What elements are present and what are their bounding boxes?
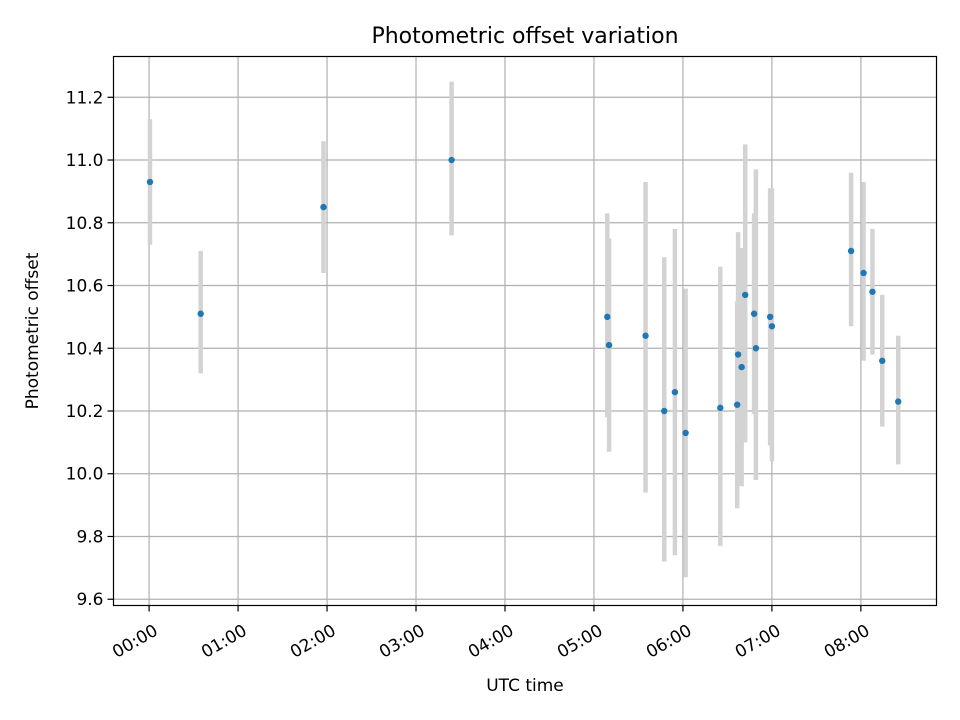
x-tick-label: 08:00 (821, 621, 873, 663)
y-tick-label: 11.0 (66, 151, 104, 171)
error-bars (147, 81, 901, 578)
x-axis-label: UTC time (486, 676, 564, 696)
data-point (895, 398, 902, 405)
data-point (738, 363, 745, 371)
y-tick-label: 10.2 (66, 402, 104, 422)
data-point (860, 269, 867, 277)
chart-title: Photometric offset variation (371, 24, 678, 49)
x-axis: 00:00 01:00 02:00 03:00 04:00 05:00 06:00 07:00… (109, 605, 873, 663)
data-point (879, 357, 886, 365)
data-point (717, 404, 724, 412)
data-point (847, 247, 855, 255)
data-point (604, 313, 611, 321)
y-tick-label: 10.0 (66, 465, 104, 485)
x-tick-label: 01:00 (198, 621, 250, 663)
data-point (671, 388, 679, 396)
data-points (146, 156, 902, 437)
data-point (320, 203, 327, 211)
data-point (605, 341, 613, 349)
data-point (448, 156, 455, 164)
y-tick-label: 10.8 (66, 214, 104, 234)
x-tick-label: 07:00 (732, 621, 784, 663)
data-point (750, 310, 758, 317)
grid (113, 56, 937, 606)
x-tick-label: 05:00 (554, 621, 606, 663)
data-point (661, 407, 668, 415)
y-tick-label: 9.6 (76, 590, 103, 610)
plot-frame (112, 55, 938, 607)
y-axis: 9.6 9.8 10.0 10.2 10.4 10.6 10.8 11.0 11.2 (66, 88, 114, 610)
data-point (768, 323, 776, 330)
x-tick-label: 04:00 (465, 621, 517, 663)
x-tick-label: 03:00 (376, 621, 428, 663)
data-point (682, 429, 689, 437)
x-tick-label: 02:00 (287, 621, 339, 663)
y-axis-label: Photometric offset (23, 252, 43, 409)
x-tick-label: 06:00 (643, 621, 695, 663)
data-point (742, 291, 749, 299)
data-point (734, 351, 742, 358)
data-point (146, 178, 154, 186)
y-tick-label: 11.2 (66, 88, 104, 108)
y-tick-label: 10.6 (66, 277, 104, 297)
data-point (766, 313, 774, 321)
x-tick-label: 00:00 (109, 621, 161, 663)
data-point (197, 310, 204, 317)
data-point (869, 288, 876, 295)
data-point (734, 401, 741, 408)
y-tick-label: 9.8 (76, 527, 103, 547)
data-point (642, 332, 649, 339)
data-point (752, 345, 760, 352)
y-tick-label: 10.4 (66, 339, 104, 359)
